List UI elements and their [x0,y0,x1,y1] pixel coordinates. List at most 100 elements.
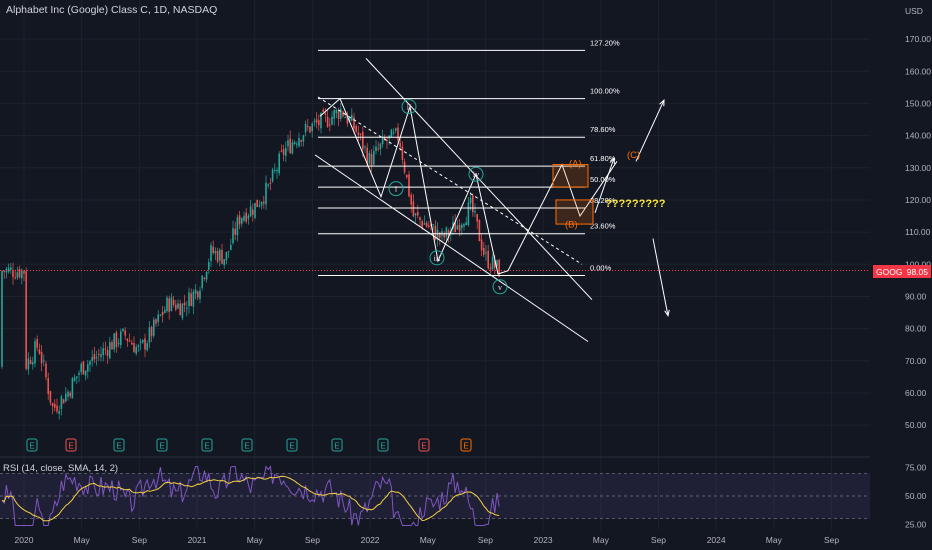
fib-level-label: 127.20% [590,38,620,47]
candle-body [161,311,164,316]
candle-body [7,267,10,272]
candle-body [410,194,412,205]
earnings-marker [418,438,430,452]
candle-body [131,342,133,345]
arrow-bullish [635,100,665,162]
arrow-bearish-head [664,309,670,318]
candle-body [291,142,294,154]
candle-body [166,297,168,311]
candle-body [454,222,456,233]
candle-body [135,346,137,354]
candle-body [353,117,355,129]
x-tick-label: May [247,535,264,545]
rsi-panel: 25.00 50.00 75.00 [0,456,927,529]
candle-body [225,251,228,261]
rsi-indicator-label[interactable]: RSI (14, close, SMA, 14, 2) [3,463,119,474]
candle-body [267,184,269,186]
candle-body [216,250,219,262]
x-tick-label: 2022 [361,535,380,545]
lower-trendline [314,154,589,342]
candle-body [109,342,111,359]
candle-body [122,328,124,332]
candle-body [370,154,373,167]
arrow-to-c [594,157,615,213]
target-box-a [552,164,589,188]
candle-body [494,259,496,268]
wave-label-text: iii [434,254,441,263]
candle-body [80,363,82,373]
candle-body [168,298,170,312]
x-tick-label: Sep [824,535,839,545]
y-tick-label: 120.00 [905,195,931,205]
candle-body [18,269,21,278]
candle-body [335,109,338,114]
candle-body [271,169,274,182]
fib-level-label: 78.60% [590,125,616,134]
y-tick-label: 90.00 [905,291,927,301]
candle-body [32,362,34,365]
candle-body [210,245,212,262]
candle-body [181,303,184,318]
arrow-bullish-head [659,99,665,107]
candle-body [487,250,489,269]
candle-body [159,314,162,316]
candle-body [480,239,483,251]
candle-body [461,224,463,229]
candle-body [412,201,415,217]
fib-level-label: 100.00% [590,87,620,96]
candle-body [111,342,113,350]
rsi-tick-label: 25.00 [905,519,927,529]
candle-body [34,341,36,364]
candle-body [320,112,322,129]
fib-level-label: 61.80% [590,154,616,163]
candle-body [274,169,276,171]
candle-body [133,343,135,353]
candle-body [115,332,118,347]
candle-body [496,260,498,266]
candle-body [69,392,71,397]
candle-body [403,161,406,173]
candle-body [247,215,250,219]
target-box-b [555,199,594,225]
candle-body [252,209,254,215]
candle-body [472,195,474,213]
x-tick-label: May [74,535,91,545]
candle-body [58,411,60,414]
candle-body [192,291,195,307]
rsi-line [1,465,500,526]
candle-body [359,133,362,135]
candle-body [348,118,351,121]
candle-body [84,370,87,376]
candle-body [324,113,327,115]
candle-body [102,348,104,356]
candle-body [296,143,298,145]
candle-body [379,143,382,149]
candle-body [49,390,52,403]
candle-body [368,152,371,164]
earnings-marker-label: E [68,442,73,451]
earnings-marker-label: E [289,442,294,451]
candle-body [38,349,41,354]
candle-body [375,146,377,152]
candle-body [476,214,478,222]
candle-body [293,142,296,145]
candle-body [87,364,89,372]
candle-body [340,109,342,119]
x-tick-label: May [593,535,610,545]
candle-body [230,244,232,250]
candle-body [203,277,206,279]
candle-body [425,222,428,227]
candle-body [164,309,166,313]
candle-body [170,297,173,312]
candle-body [128,340,131,342]
candle-body [82,361,85,375]
y-tick-label: 110.00 [905,227,931,237]
earnings-marker [26,438,38,452]
candle-body [302,135,305,142]
earnings-marker-label: E [29,442,34,451]
candle-body [54,403,56,408]
x-tick-label: Sep [132,535,147,545]
earnings-marker [377,438,389,452]
wave-label-text: ii [407,103,412,112]
